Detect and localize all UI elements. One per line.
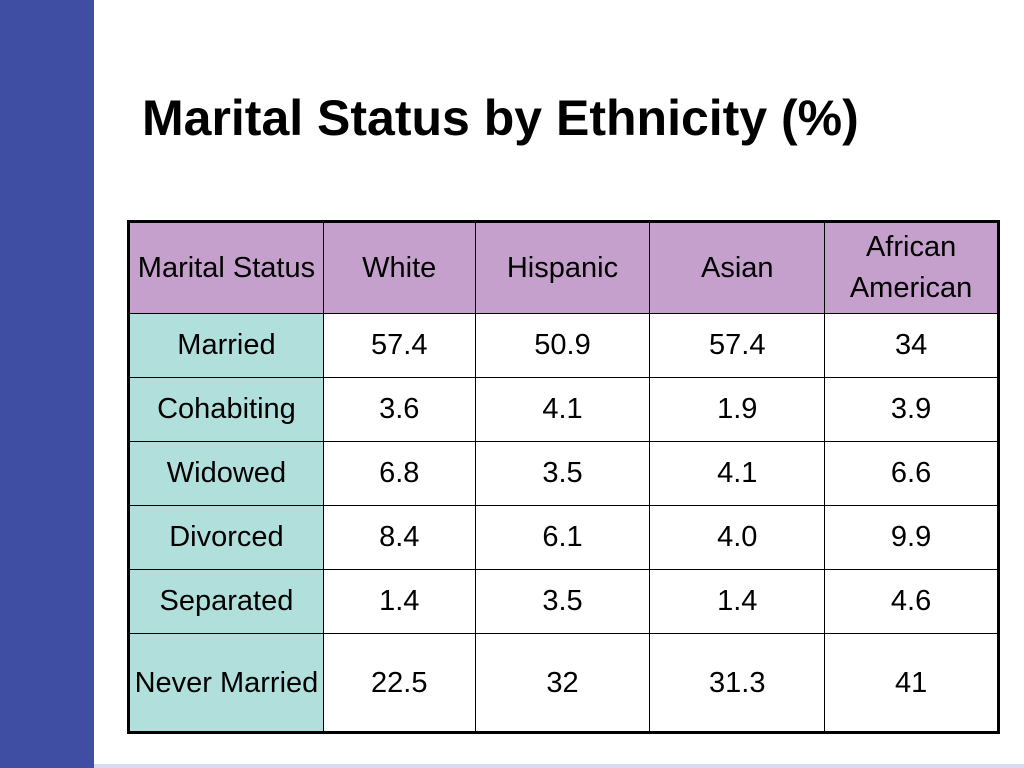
- table-cell: 6.8: [322, 441, 476, 506]
- table-cell: 57.4: [649, 313, 826, 378]
- table-cell: 6.6: [824, 441, 999, 506]
- table-row: Separated 1.4 3.5 1.4 4.6: [128, 569, 999, 634]
- table-cell: 6.1: [474, 505, 651, 570]
- table-cell: 34: [824, 313, 999, 378]
- row-label: Widowed: [128, 441, 324, 506]
- table-cell: 4.1: [474, 377, 651, 442]
- column-header: Hispanic: [474, 221, 651, 314]
- table-cell: 57.4: [322, 313, 476, 378]
- table-cell: 1.4: [649, 569, 826, 634]
- table-cell: 4.6: [824, 569, 999, 634]
- row-label: Separated: [128, 569, 324, 634]
- row-label: Married: [128, 313, 324, 378]
- marital-status-table: Marital Status White Hispanic Asian Afri…: [127, 220, 1000, 734]
- column-header: White: [322, 221, 476, 314]
- table-cell: 1.4: [322, 569, 476, 634]
- table-row: Widowed 6.8 3.5 4.1 6.6: [128, 441, 999, 506]
- table-row: Never Married 22.5 32 31.3 41: [128, 633, 999, 733]
- table-row: Divorced 8.4 6.1 4.0 9.9: [128, 505, 999, 570]
- table-header-row: Marital Status White Hispanic Asian Afri…: [128, 221, 999, 314]
- table-cell: 4.1: [649, 441, 826, 506]
- row-label: Never Married: [128, 633, 324, 733]
- table-cell: 3.5: [474, 569, 651, 634]
- table-cell: 22.5: [322, 633, 476, 733]
- slide-title: Marital Status by Ethnicity (%): [142, 90, 859, 146]
- side-accent-bar: [0, 0, 94, 768]
- table-cell: 50.9: [474, 313, 651, 378]
- column-header: Asian: [649, 221, 826, 314]
- column-header: Marital Status: [128, 221, 324, 314]
- table-cell: 4.0: [649, 505, 826, 570]
- table-cell: 1.9: [649, 377, 826, 442]
- table-cell: 32: [474, 633, 651, 733]
- table-row: Married 57.4 50.9 57.4 34: [128, 313, 999, 378]
- bottom-divider: [94, 764, 1024, 768]
- table-cell: 3.9: [824, 377, 999, 442]
- table-cell: 3.6: [322, 377, 476, 442]
- table-row: Cohabiting 3.6 4.1 1.9 3.9: [128, 377, 999, 442]
- row-label: Divorced: [128, 505, 324, 570]
- row-label: Cohabiting: [128, 377, 324, 442]
- table-cell: 9.9: [824, 505, 999, 570]
- table-cell: 41: [824, 633, 999, 733]
- table-cell: 8.4: [322, 505, 476, 570]
- table-cell: 3.5: [474, 441, 651, 506]
- table-cell: 31.3: [649, 633, 826, 733]
- column-header: African American: [824, 221, 999, 314]
